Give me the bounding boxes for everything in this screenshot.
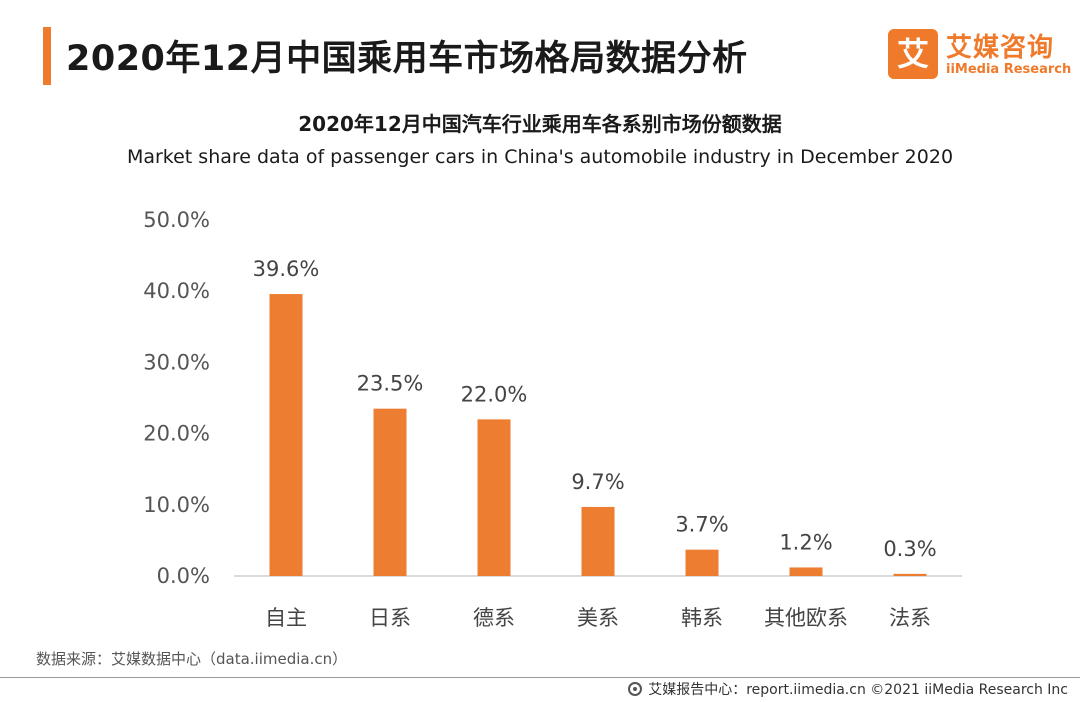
footer-credit-text: 艾媒报告中心：report.iimedia.cn ©2021 iiMedia R… xyxy=(648,682,1068,698)
brand-logo: 艾 艾媒咨询 iiMedia Research xyxy=(888,27,1072,83)
chart-title: 2020年12月中国汽车行业乘用车各系别市场份额数据 xyxy=(298,112,782,136)
bar-value-label: 0.3% xyxy=(883,537,936,561)
x-tick-label: 德系 xyxy=(473,606,515,630)
chart-subtitle: Market share data of passenger cars in C… xyxy=(126,146,954,168)
footer-divider xyxy=(0,677,1080,678)
bar xyxy=(581,506,615,576)
bar xyxy=(789,567,823,576)
x-tick-label: 自主 xyxy=(265,606,307,630)
page-title: 2020年12月中国乘用车市场格局数据分析 xyxy=(66,39,748,79)
x-tick-label: 其他欧系 xyxy=(764,606,848,630)
logo-name-cn: 艾媒咨询 xyxy=(946,33,1055,63)
bar-value-label: 22.0% xyxy=(461,382,528,406)
bar xyxy=(685,549,719,576)
x-tick-label: 法系 xyxy=(889,606,931,630)
footer-credit: 艾媒报告中心：report.iimedia.cn ©2021 iiMedia R… xyxy=(628,679,1068,699)
bar xyxy=(269,294,303,576)
y-tick-label: 20.0% xyxy=(143,422,210,446)
y-tick-label: 0.0% xyxy=(157,564,210,588)
bar xyxy=(373,408,407,576)
x-tick-label: 美系 xyxy=(577,606,619,630)
bar-value-label: 1.2% xyxy=(779,530,832,554)
bar-value-label: 23.5% xyxy=(357,372,424,396)
title-accent-bar xyxy=(43,27,51,85)
report-center-icon xyxy=(628,682,643,696)
bar-value-label: 3.7% xyxy=(675,513,728,537)
bar xyxy=(477,419,511,576)
y-tick-label: 10.0% xyxy=(143,493,210,517)
data-source-note: 数据来源：艾媒数据中心（data.iimedia.cn） xyxy=(36,650,348,668)
bar-value-label: 39.6% xyxy=(253,257,320,281)
logo-mark-icon: 艾 xyxy=(888,29,938,79)
logo-name-en: iiMedia Research xyxy=(946,62,1072,77)
bar xyxy=(893,573,927,576)
x-tick-label: 日系 xyxy=(369,606,411,630)
x-tick-label: 韩系 xyxy=(681,606,723,630)
y-tick-label: 40.0% xyxy=(143,279,210,303)
y-tick-label: 30.0% xyxy=(143,350,210,374)
bar-value-label: 9.7% xyxy=(571,470,624,494)
y-tick-label: 50.0% xyxy=(143,208,210,232)
